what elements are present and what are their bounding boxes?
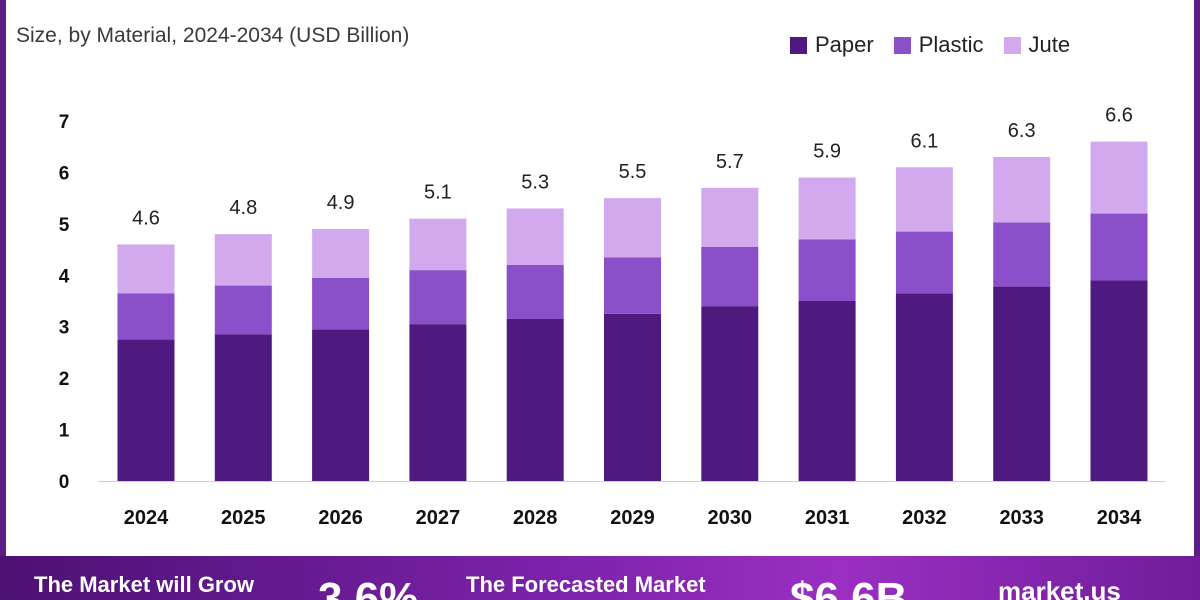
y-tick-label: 2 (59, 369, 70, 390)
y-tick-label: 0 (59, 472, 70, 493)
bar-segment-plastic (701, 247, 759, 307)
y-tick-label: 7 (59, 112, 70, 133)
bar-segment-jute (798, 177, 856, 240)
banner-brand-logo: market.us (998, 576, 1121, 600)
bar-segment-jute (214, 234, 272, 286)
bar-segment-paper (312, 329, 370, 481)
right-border (1194, 0, 1200, 556)
legend-item-jute: Jute (1003, 32, 1071, 58)
legend-swatch-jute (1003, 36, 1021, 54)
bar-segment-paper (506, 319, 564, 481)
bar-total-label: 5.7 (716, 151, 744, 173)
bar-total-label: 4.8 (229, 197, 257, 219)
y-tick-label: 4 (59, 266, 70, 287)
banner-grow-text: The Market will Grow (34, 572, 255, 597)
x-tick-label: 2027 (416, 507, 461, 529)
y-tick-label: 3 (59, 318, 70, 339)
bar-total-label: 6.6 (1105, 105, 1133, 127)
bar-segment-plastic (117, 293, 175, 340)
x-tick-label: 2032 (902, 507, 947, 529)
x-tick-label: 2033 (999, 507, 1044, 529)
x-tick-label: 2029 (610, 507, 655, 529)
bottom-banner: The Market will Grow 3.6% The Forecasted… (0, 556, 1200, 600)
bar-segment-plastic (312, 277, 370, 330)
bar-total-label: 5.3 (521, 171, 549, 193)
legend: Paper Plastic Jute (790, 32, 1070, 58)
bar-segment-paper (895, 293, 953, 481)
x-tick-label: 2025 (221, 507, 266, 529)
banner-cagr-value: 3.6% (318, 574, 419, 600)
bar-segment-jute (312, 229, 370, 278)
bar-segment-paper (1090, 280, 1148, 481)
x-tick-label: 2031 (805, 507, 850, 529)
bar-segment-paper (214, 334, 272, 481)
banner-forecast-value: $6.6B (790, 574, 908, 600)
stacked-bar-chart: 0 1 2 3 4 5 6 7 4.6 2024 4.8 2025 4.9 2026 5.1 2027 5.3 2… (59, 105, 1165, 529)
bar-segment-jute (895, 167, 953, 232)
bar-total-label: 6.1 (910, 130, 938, 152)
legend-item-plastic: Plastic (893, 32, 984, 58)
left-border (0, 0, 6, 556)
bar-total-label: 4.9 (327, 192, 355, 214)
banner-forecast-text: The Forecasted Market (466, 572, 706, 597)
bar-segment-plastic (409, 270, 467, 325)
legend-swatch-paper (790, 36, 807, 54)
x-tick-label: 2028 (513, 507, 558, 529)
x-tick-label: 2030 (708, 507, 753, 529)
bar-segment-plastic (1090, 213, 1148, 281)
bar-total-label: 4.6 (132, 207, 160, 229)
bar-total-label: 5.9 (813, 141, 841, 163)
y-tick-label: 6 (59, 163, 70, 184)
legend-label-plastic: Plastic (918, 32, 984, 57)
bar-segment-jute (993, 157, 1051, 223)
bar-total-label: 5.5 (619, 161, 647, 183)
bar-segment-jute (409, 218, 467, 271)
x-tick-label: 2026 (318, 507, 363, 529)
bar-total-label: 6.3 (1008, 120, 1036, 142)
bar-segment-paper (993, 286, 1051, 481)
bar-segment-plastic (993, 222, 1051, 287)
bar-segment-paper (409, 324, 467, 481)
legend-swatch-plastic (893, 36, 911, 54)
bar-segment-paper (604, 313, 661, 481)
bar-segment-plastic (604, 257, 661, 314)
bar-segment-paper (701, 306, 759, 481)
x-tick-label: 2034 (1097, 507, 1142, 529)
bar-segment-jute (1090, 141, 1148, 214)
bar-total-label: 5.1 (424, 182, 452, 204)
bar-segment-jute (506, 208, 564, 265)
bar-segment-paper (117, 339, 175, 481)
y-tick-label: 1 (59, 421, 70, 442)
bar-segment-paper (798, 301, 856, 481)
bar-segment-plastic (214, 285, 272, 335)
x-tick-label: 2024 (124, 507, 169, 529)
y-tick-label: 5 (59, 215, 70, 236)
legend-label-paper: Paper (815, 32, 874, 57)
legend-label-jute: Jute (1028, 32, 1071, 57)
legend-item-paper: Paper (790, 32, 874, 58)
bar-segment-jute (701, 187, 759, 247)
bar-segment-plastic (798, 239, 856, 301)
bar-segment-jute (117, 244, 175, 294)
bar-segment-plastic (895, 231, 953, 294)
bar-segment-plastic (506, 265, 564, 319)
bar-segment-jute (604, 198, 661, 258)
chart-subtitle: Size, by Material, 2024-2034 (USD Billio… (16, 24, 410, 47)
